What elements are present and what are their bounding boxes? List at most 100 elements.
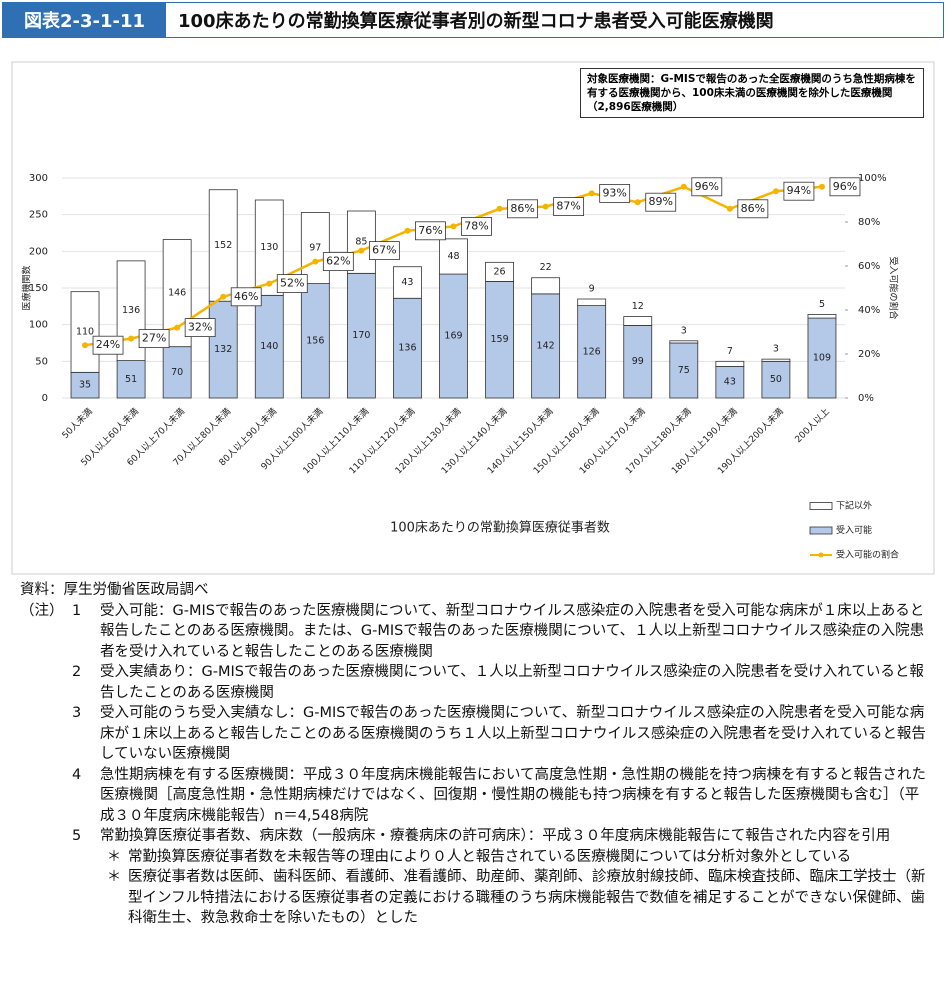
bar (439, 273, 468, 399)
spacer (72, 867, 100, 929)
note-row: 2 受入実績あり：G-MISで報告のあった医療機関について、１人以上新型コロナウイ… (20, 662, 930, 703)
y2-tick-label: 100% (858, 173, 887, 184)
bar-value-label: 85 (355, 237, 367, 248)
line-value-label: 52% (280, 277, 304, 290)
spacer (20, 703, 72, 765)
note-text: 急性期病棟を有する医療機関：平成３０年度病床機能報告において高度急性期・急性期の… (100, 766, 927, 824)
value-label-box (92, 335, 124, 355)
bar-value-label: 3 (773, 344, 779, 355)
bar-value-label: 43 (724, 377, 736, 388)
bar-value-label: 35 (79, 380, 91, 391)
note-marker: ＊ (106, 848, 122, 865)
bar (577, 298, 607, 306)
note-number: 3 (72, 705, 82, 721)
bar-value-label: 110 (76, 327, 94, 338)
line-value-label: 27% (142, 332, 166, 345)
bar (485, 280, 514, 399)
spacer (20, 867, 72, 929)
bar (669, 340, 699, 344)
value-label-box (783, 181, 815, 201)
bar (531, 293, 561, 399)
note-row: 3 受入可能のうち受入実績なし：G-MISで報告のあった医療機関について、新型コロ… (20, 703, 930, 765)
line-point (680, 183, 687, 190)
figure-label: 図表2-3-1-11 (3, 3, 166, 37)
bar (761, 360, 791, 399)
value-label-box (691, 177, 723, 197)
y-tick-label: 50 (35, 356, 48, 367)
bar (70, 371, 100, 399)
bar-value-label: 109 (813, 353, 831, 364)
line-point (496, 205, 503, 212)
line-value-label: 62% (326, 255, 350, 268)
source: 資料：厚生労働省医政局調べ (20, 582, 209, 598)
spacer (20, 662, 72, 703)
line-value-label: 94% (787, 184, 811, 197)
line-value-label: 96% (833, 180, 857, 193)
value-label-box (829, 177, 861, 197)
note-row: 4 急性期病棟を有する医療機関：平成３０年度病床機能報告において高度急性期・急性期… (20, 765, 930, 827)
bar-value-label: 43 (401, 277, 413, 288)
bar-value-label: 22 (540, 262, 552, 273)
bar (393, 297, 422, 399)
line-point (588, 190, 595, 197)
note-marker: ＊ (106, 869, 122, 885)
bar-value-label: 3 (681, 325, 687, 336)
bar (715, 360, 745, 367)
bar-value-label: 26 (494, 266, 506, 277)
bar (761, 358, 791, 362)
bar (254, 294, 284, 399)
bar-value-label: 156 (306, 335, 324, 346)
bar (439, 238, 468, 275)
bar (346, 272, 376, 399)
value-label-box (645, 192, 677, 212)
y-tick-label: 0 (42, 393, 48, 404)
note-text: 医療従事者数は医師、歯科医師、看護師、准看護師、助産師、薬剤師、診療放射線技師、… (128, 869, 926, 926)
line-value-label: 87% (556, 200, 580, 213)
value-label-box (507, 199, 538, 219)
bar-value-label: 75 (678, 365, 690, 376)
note-row: （注） 1 受入可能：G-MISで報告のあった医療機関について、新型コロナウイルス感… (20, 601, 930, 663)
line-value-label: 96% (695, 180, 719, 193)
legend-label: 受入可能 (836, 524, 872, 536)
bar (162, 346, 192, 399)
bar (807, 317, 837, 399)
line-value-label: 78% (464, 219, 488, 232)
note-number: 1 (72, 602, 82, 619)
value-label-box (184, 318, 216, 338)
value-label-box (276, 274, 308, 294)
bar (485, 261, 514, 282)
note-text: 受入実績あり：G-MISで報告のあった医療機関について、１人以上新型コロナウイル… (100, 664, 924, 701)
bar-value-label: 146 (168, 288, 186, 299)
line-point (818, 183, 825, 190)
note-row: ＊ 医療従事者数は医師、歯科医師、看護師、准看護師、助産師、薬剤師、診療放射線技師… (20, 867, 930, 929)
bar-value-label: 5 (819, 299, 825, 310)
note-text: 受入可能のうち受入実績なし：G-MISで報告のあった医療機関について、新型コロナ… (100, 705, 926, 762)
bar (531, 277, 561, 295)
value-label-box (322, 252, 354, 272)
line-point (726, 205, 733, 212)
y2-tick-label: 0% (858, 393, 874, 404)
note-number: 5 (72, 828, 82, 844)
line-point (404, 227, 411, 234)
bar-value-label: 159 (490, 334, 508, 345)
bar-value-label: 169 (444, 331, 462, 342)
legend-swatch (809, 526, 833, 535)
bar-value-label: 132 (214, 344, 232, 355)
bar-value-label: 136 (398, 343, 416, 354)
y-tick-label: 300 (29, 173, 48, 184)
note-row: ＊ 常勤換算医療従事者数を未報告等の理由により０人と報告されている医療機関について… (20, 847, 930, 868)
line-value-label: 93% (602, 186, 626, 199)
y2-tick-label: 80% (858, 217, 880, 228)
y2-tick-label: 20% (858, 349, 880, 360)
line-point (128, 335, 135, 342)
spacer (20, 826, 72, 847)
line-point (174, 324, 181, 331)
line-value-label: 89% (649, 195, 673, 208)
bar-value-label: 7 (727, 346, 733, 357)
value-label-box (230, 287, 262, 307)
x-axis-title: 100床あたりの常勤換算医療従事者数 (390, 521, 610, 536)
value-label-box (737, 199, 769, 219)
bar (807, 313, 837, 319)
line-point (220, 293, 227, 300)
